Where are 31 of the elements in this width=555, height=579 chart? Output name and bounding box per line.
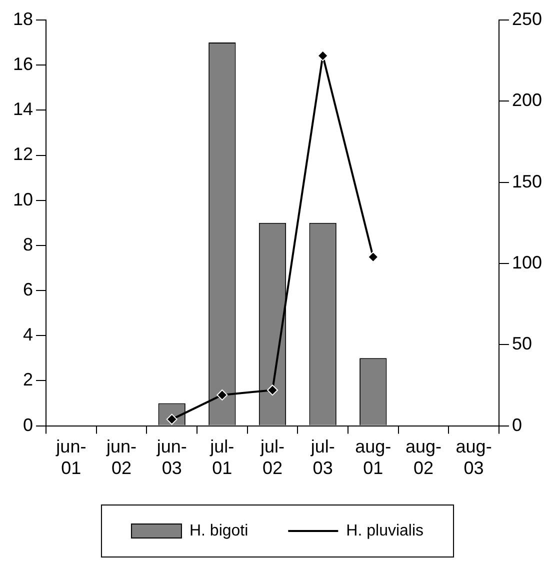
x-tick-label: jul-02 <box>259 436 284 478</box>
y2-tick-label: 250 <box>512 8 542 29</box>
point <box>216 389 228 400</box>
y-tick-label: 6 <box>23 280 34 300</box>
y-tick-label: 16 <box>12 54 34 74</box>
x-tick-label: aug-01 <box>355 436 392 478</box>
y-tick-label: 10 <box>12 189 34 210</box>
y2-tick-label: 50 <box>512 334 532 354</box>
y-tick-label: 8 <box>23 234 34 254</box>
x-tick-label: jun-03 <box>156 436 187 478</box>
point <box>317 50 328 62</box>
legend-label: H. bigoti <box>189 522 248 540</box>
x-tick-label: jun-02 <box>106 436 137 478</box>
y-tick-label: 18 <box>12 8 34 29</box>
y2-tick-label: 100 <box>512 252 542 272</box>
point <box>266 384 278 396</box>
y2-tick-label: 200 <box>512 90 542 110</box>
y-tick-label: 2 <box>23 370 34 390</box>
legend-label: H. pluvialis <box>346 522 424 540</box>
y-tick-label: 12 <box>12 144 34 164</box>
x-tick-label: aug-02 <box>405 436 442 478</box>
y-tick-label: 14 <box>12 99 34 120</box>
point <box>368 251 379 262</box>
y2-tick-label: 0 <box>512 414 522 435</box>
x-tick-label: jul-01 <box>209 436 234 478</box>
x-tick-label: jun-01 <box>55 436 86 478</box>
y-tick-label: 0 <box>23 414 34 435</box>
y2-tick-label: 150 <box>512 171 542 192</box>
x-tick-label: jul-03 <box>310 436 335 478</box>
y-tick-label: 4 <box>23 324 34 345</box>
x-tick-label: aug-03 <box>456 436 492 478</box>
